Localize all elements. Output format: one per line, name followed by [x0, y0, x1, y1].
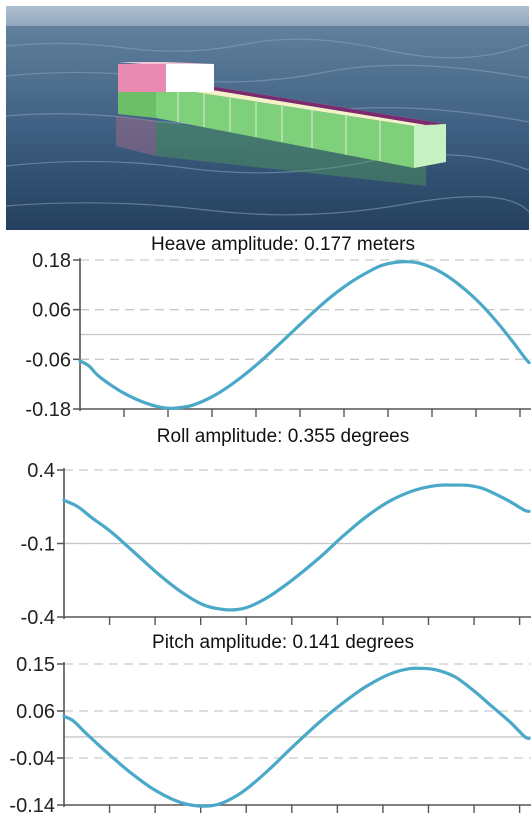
- roll-chart-title: Roll amplitude: 0.355 degrees: [157, 426, 409, 447]
- pitch-chart: Pitch amplitude: 0.141 degrees 0.15 0.06 -…: [9, 632, 531, 817]
- bridge-lower: [118, 92, 156, 118]
- bridge-front: [118, 64, 166, 92]
- roll-plot-area: 0.4 -0.1 -0.4: [21, 460, 531, 629]
- heave-ytick-label: -0.06: [25, 349, 71, 371]
- heave-ytick-label: 0.06: [32, 300, 71, 322]
- roll-series-line: [62, 483, 531, 612]
- roll-chart: Roll amplitude: 0.355 degrees 0.4 -0.1 -0.…: [21, 426, 531, 629]
- pitch-chart-title: Pitch amplitude: 0.141 degrees: [152, 632, 414, 653]
- heave-chart: Heave amplitude: 0.177 meters 0.18 0.06 -0…: [25, 234, 531, 421]
- pitch-ytick-label: 0.15: [16, 654, 55, 676]
- pitch-series-line: [62, 666, 531, 808]
- heave-series-line: [78, 260, 531, 410]
- bridge-side: [166, 64, 214, 92]
- heave-ytick-label: 0.18: [32, 250, 71, 272]
- deck-stripe: [188, 86, 446, 125]
- ship-simulation-scene: [6, 6, 529, 230]
- pitch-ytick-label: -0.14: [9, 795, 55, 817]
- heave-plot-area: 0.18 0.06 -0.06 -0.18: [25, 250, 531, 421]
- hull-side: [156, 86, 414, 168]
- pitch-plot-area: 0.15 0.06 -0.04 -0.14: [9, 654, 531, 817]
- motion-charts: Heave amplitude: 0.177 meters 0.18 0.06 -0…: [9, 234, 531, 817]
- pitch-ytick-label: 0.06: [16, 701, 55, 723]
- bow-face: [414, 124, 446, 168]
- heave-ytick-label: -0.18: [25, 399, 71, 421]
- ship-reflection: [116, 116, 426, 186]
- roll-ytick-label: 0.4: [27, 460, 55, 482]
- ship-model: [118, 62, 446, 168]
- roll-ytick-label: -0.1: [21, 534, 55, 556]
- heave-chart-title: Heave amplitude: 0.177 meters: [151, 234, 415, 255]
- pitch-ytick-label: -0.04: [9, 748, 55, 770]
- roll-ytick-label: -0.4: [21, 607, 55, 629]
